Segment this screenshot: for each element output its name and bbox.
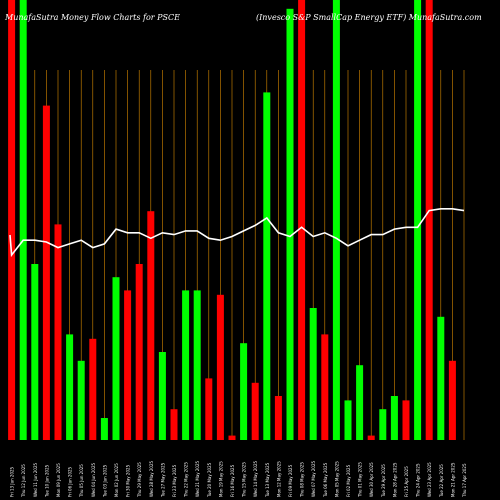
- bar-up: [390, 396, 398, 440]
- x-tick-label: Wed 23 Apr 2025: [427, 462, 432, 497]
- x-tick-label: Wed 07 May 2025: [311, 460, 316, 497]
- x-tick-label: Wed 04 Jun 2025: [91, 462, 96, 497]
- x-tick-label: Thu 08 May 2025: [300, 462, 305, 498]
- x-tick-label: Mon 21 Apr 2025: [450, 462, 455, 497]
- x-tick-label: Fri 09 May 2025: [288, 464, 293, 497]
- x-axis-labels: Fri 13 Jun 2025 Thu 12 Jun 2025 Wed 11 Jun…: [10, 460, 467, 498]
- bars-group: [8, 0, 456, 441]
- bar-down: [425, 0, 433, 440]
- x-tick-label: Tue 29 Apr 2025: [381, 464, 386, 498]
- x-tick-label: Mon 05 May 2025: [334, 461, 339, 497]
- bar-up: [31, 264, 39, 440]
- bar-up: [379, 409, 387, 440]
- bar-up: [19, 0, 27, 440]
- x-tick-label: Tue 13 May 2025: [265, 462, 270, 498]
- bar-up: [66, 334, 74, 440]
- x-tick-label: Mon 19 May 2025: [218, 461, 223, 497]
- x-tick-label: Fri 06 Jun 2025: [68, 466, 73, 497]
- x-tick-label: Tue 03 Jun 2025: [102, 464, 107, 498]
- x-tick-label: Mon 12 May 2025: [276, 461, 281, 497]
- x-tick-label: Tue 27 May 2025: [160, 462, 165, 498]
- bar-down: [298, 0, 306, 440]
- x-tick-label: Thu 12 Jun 2025: [21, 464, 26, 498]
- x-tick-label: Thu 15 May 2025: [242, 462, 247, 498]
- bar-up: [344, 400, 352, 440]
- x-tick-label: Tue 06 May 2025: [323, 462, 328, 498]
- bar-down: [170, 409, 178, 440]
- x-tick-label: Fri 23 May 2025: [172, 464, 177, 497]
- bar-down: [228, 435, 236, 440]
- bar-up: [77, 360, 85, 440]
- bar-down: [321, 334, 329, 440]
- bar-up: [332, 0, 340, 440]
- bar-down: [124, 290, 132, 440]
- bar-down: [274, 396, 282, 440]
- x-tick-label: Thu 17 Apr 2025: [462, 463, 467, 498]
- bar-down: [8, 0, 16, 440]
- bar-up: [286, 8, 294, 441]
- bar-up: [356, 365, 364, 440]
- bar-down: [402, 400, 410, 440]
- x-tick-label: Thu 05 Jun 2025: [79, 464, 84, 498]
- x-tick-label: Mon 02 Jun 2025: [114, 463, 119, 497]
- bar-up: [182, 290, 190, 440]
- bar-down: [147, 211, 155, 440]
- bar-down: [216, 294, 224, 440]
- bar-down: [448, 360, 456, 440]
- x-tick-label: Tue 20 May 2025: [207, 462, 212, 498]
- x-tick-label: Thu 24 Apr 2025: [416, 463, 421, 498]
- money-flow-line: [9, 208, 465, 258]
- x-tick-label: Thu 22 May 2025: [184, 462, 189, 498]
- x-tick-label: Thu 01 May 2025: [358, 462, 363, 498]
- x-tick-label: Fri 02 May 2025: [346, 464, 351, 497]
- bar-up: [112, 277, 120, 440]
- bar-up: [193, 290, 201, 440]
- chart-subtitle: (Invesco S&P SmallCap Energy ETF) Munafa…: [256, 13, 482, 22]
- x-tick-label: Wed 11 Jun 2025: [33, 462, 38, 497]
- x-tick-label: Thu 29 May 2025: [137, 462, 142, 498]
- bar-up: [158, 352, 166, 440]
- bar-down: [367, 435, 375, 440]
- bar-down: [205, 378, 213, 440]
- bar-down: [42, 105, 50, 440]
- bar-up: [309, 308, 317, 440]
- x-tick-label: Wed 21 May 2025: [195, 460, 200, 497]
- bar-down: [251, 382, 259, 440]
- bar-down: [89, 338, 97, 440]
- x-tick-label: Fri 30 May 2025: [126, 464, 131, 497]
- x-tick-label: Fri 16 May 2025: [230, 464, 235, 497]
- chart-title: MunafaSutra Money Flow Charts for PSCE: [4, 13, 180, 22]
- x-tick-label: Fri 25 Apr 2025: [404, 466, 409, 497]
- x-tick-label: Mon 28 Apr 2025: [392, 462, 397, 497]
- x-tick-label: Wed 14 May 2025: [253, 460, 258, 497]
- bar-up: [437, 316, 445, 440]
- bar-up: [263, 92, 271, 441]
- x-tick-label: Fri 13 Jun 2025: [10, 466, 15, 497]
- bar-down: [54, 224, 62, 440]
- bar-down: [135, 264, 143, 440]
- bar-up: [100, 418, 108, 440]
- bar-up: [240, 343, 248, 440]
- bar-up: [414, 0, 422, 440]
- x-tick-label: Wed 30 Apr 2025: [369, 462, 374, 497]
- x-tick-label: Tue 22 Apr 2025: [439, 464, 444, 498]
- x-tick-label: Wed 28 May 2025: [149, 460, 154, 497]
- x-tick-label: Tue 10 Jun 2025: [44, 464, 49, 498]
- x-tick-label: Mon 09 Jun 2025: [56, 463, 61, 497]
